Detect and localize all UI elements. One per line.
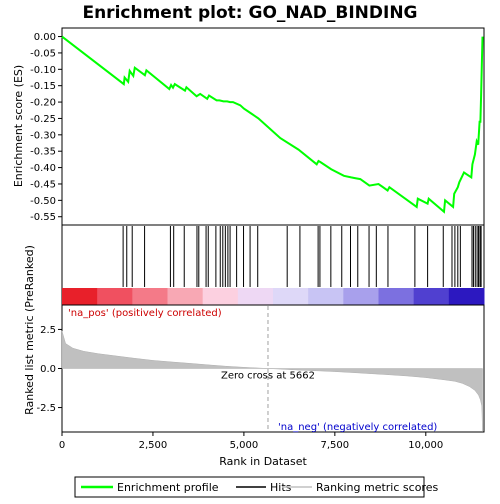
heat-segment — [237, 288, 274, 305]
x-tick-label: 2,500 — [139, 440, 168, 451]
enrichment-y-tick-label: -0.20 — [30, 98, 56, 109]
x-tick-label: 5,000 — [230, 440, 259, 451]
enrichment-y-tick-label: -0.40 — [30, 163, 56, 174]
heat-segment — [202, 288, 239, 305]
heat-segment — [132, 288, 168, 305]
heat-segment — [343, 288, 379, 305]
enrichment-panel: Enrichment score (ES) 0.00 -0.05 -0.10 -0.1… — [12, 27, 485, 226]
enrichment-y-axis-label: Enrichment score (ES) — [12, 65, 25, 187]
enrichment-y-tick-label: -0.30 — [30, 130, 56, 141]
chart-title: Enrichment plot: GO_NAD_BINDING — [82, 3, 417, 23]
enrichment-y-tick-label: 0.00 — [34, 32, 56, 43]
heat-segment — [378, 288, 415, 305]
heat-segment — [97, 288, 133, 305]
enrichment-y-tick-label: -0.10 — [30, 65, 56, 76]
enrichment-y-tick-label: -0.45 — [30, 179, 56, 190]
enrichment-y-ticks: 0.00 -0.05 -0.10 -0.15 -0.20 -0.25 -0.30 -0.35 -… — [30, 32, 62, 223]
ranked-metric-y-tick-label: -2.5 — [36, 403, 56, 414]
hits-panel — [61, 224, 485, 306]
zero-cross-label: Zero cross at 5662 — [221, 371, 315, 382]
ranking-heat-bar — [62, 288, 485, 305]
legend-enrichment-label: Enrichment profile — [117, 481, 219, 494]
x-tick-label: 7,500 — [321, 440, 350, 451]
enrichment-y-tick-label: -0.15 — [30, 81, 56, 92]
heat-segment — [413, 288, 450, 305]
x-tick-label: 10,000 — [408, 440, 443, 451]
ranked-metric-y-tick-label: 2.5 — [40, 325, 56, 336]
ranked-metric-y-tick-label: 0.0 — [40, 364, 56, 375]
legend: Enrichment profile Hits Ranking metric s… — [74, 476, 438, 498]
enrichment-y-tick-label: -0.50 — [30, 196, 56, 207]
enrichment-y-tick-label: -0.35 — [30, 147, 56, 158]
legend-hits-label: Hits — [270, 481, 292, 494]
hit-lines — [122, 226, 482, 287]
enrichment-y-tick-label: -0.55 — [30, 212, 56, 223]
heat-segment — [167, 288, 204, 305]
ranked-metric-y-ticks: 2.5 0.0 -2.5 — [36, 325, 62, 414]
enrichment-y-tick-label: -0.05 — [30, 48, 56, 59]
ranked-metric-y-axis-label: Ranked list metric (PreRanked) — [23, 245, 36, 415]
enrichment-panel-frame — [61, 27, 485, 226]
ranked-metric-panel: Ranked list metric (PreRanked) 2.5 0.0 -2.… — [23, 245, 485, 468]
x-tick-label: 0 — [59, 440, 65, 451]
positive-correlation-label: 'na_pos' (positively correlated) — [68, 308, 222, 319]
heat-segment — [273, 288, 309, 305]
x-ticks: 0 2,500 5,000 7,500 10,000 — [59, 432, 443, 451]
heat-segment — [62, 288, 98, 305]
enrichment-y-tick-label: -0.25 — [30, 114, 56, 125]
heat-segment — [448, 288, 485, 305]
negative-correlation-label: 'na_neg' (negatively correlated) — [278, 422, 437, 433]
enrichment-profile-line — [61, 35, 484, 214]
x-axis-label: Rank in Dataset — [219, 455, 307, 468]
ranking-metric-area — [61, 330, 483, 432]
heat-segment — [308, 288, 344, 305]
legend-ranking-label: Ranking metric scores — [316, 481, 438, 494]
